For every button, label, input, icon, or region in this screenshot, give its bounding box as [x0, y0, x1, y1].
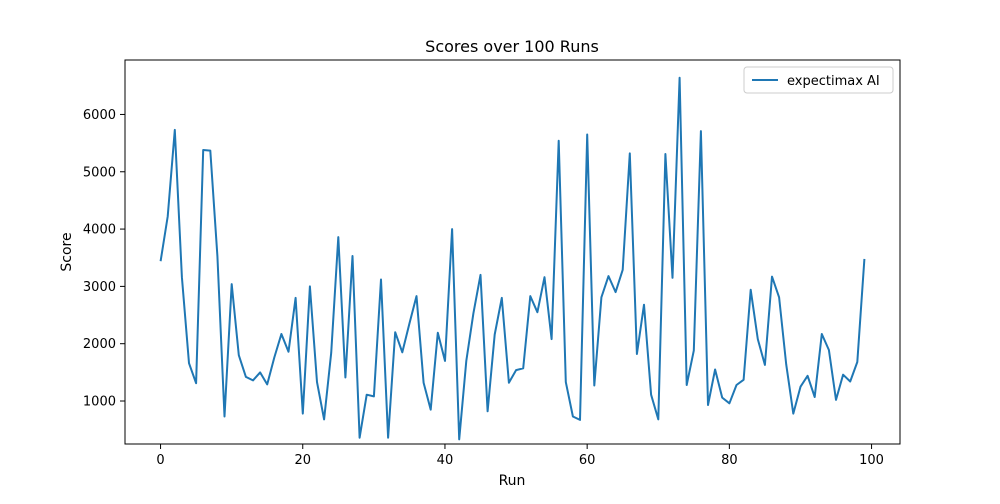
- y-axis-label: Score: [59, 232, 75, 271]
- y-tick-label: 4000: [83, 223, 116, 238]
- x-tick-label: 80: [721, 453, 738, 468]
- x-tick-label: 40: [437, 453, 454, 468]
- x-tick-label: 60: [579, 453, 596, 468]
- y-tick-label: 2000: [83, 337, 116, 352]
- y-tick-label: 6000: [83, 108, 116, 123]
- y-tick-label: 1000: [83, 395, 116, 410]
- legend-label: expectimax AI: [787, 74, 880, 89]
- x-tick-label: 0: [156, 453, 164, 468]
- x-tick-label: 20: [294, 453, 311, 468]
- chart-title: Scores over 100 Runs: [425, 37, 599, 56]
- y-tick-label: 5000: [83, 165, 116, 180]
- y-tick-label: 3000: [83, 280, 116, 295]
- legend: expectimax AI: [744, 67, 893, 93]
- x-tick-label: 100: [859, 453, 884, 468]
- x-axis-label: Run: [499, 473, 526, 489]
